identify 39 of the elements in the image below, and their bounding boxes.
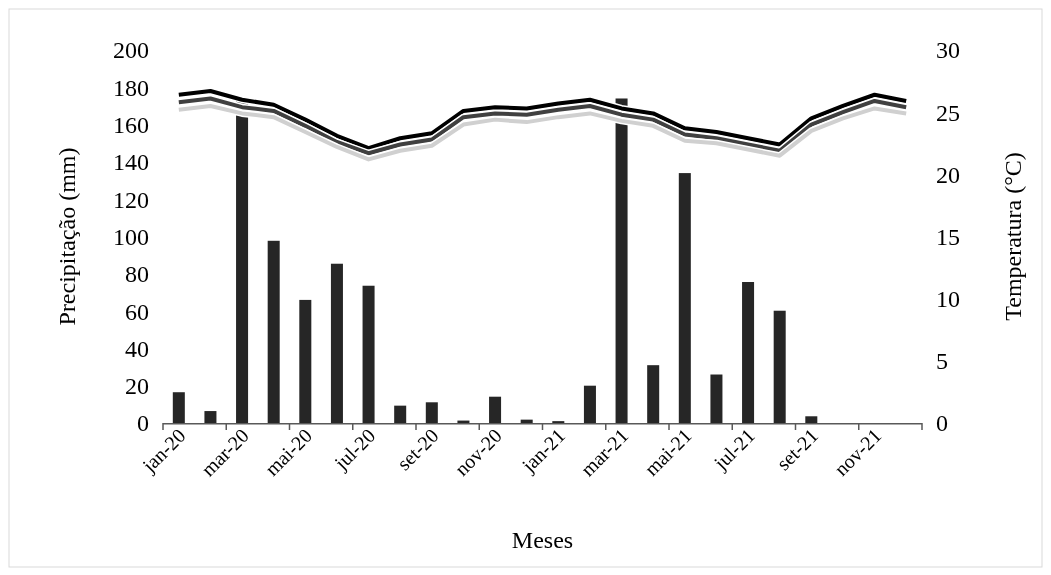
bar [489,396,502,423]
y2-tick-label: 20 [936,161,960,188]
y-tick-label: 140 [113,149,149,176]
bar [742,282,755,423]
bar [615,98,628,423]
bar [583,385,596,423]
y-tick-label: 40 [125,335,149,362]
y-tick-label: 120 [113,186,149,213]
bar [204,411,217,423]
bar [172,392,185,423]
y-tick-label: 20 [125,373,149,400]
bar [678,173,691,423]
bar [394,405,407,423]
y-tick-label: 100 [113,223,149,250]
y-tick-label: 160 [113,112,149,138]
y2-tick-label: 15 [936,223,960,250]
bar [299,299,312,423]
bar [330,263,343,423]
y2-axis-title: Temperatura (°C) [1000,152,1026,321]
y2-tick-label: 30 [936,37,960,64]
y2-tick-label: 25 [936,99,960,126]
bar [647,365,660,423]
bar [710,374,723,423]
y-axis-title: Precipitação (mm) [54,147,80,326]
y-tick-label: 200 [113,37,149,64]
bar [520,419,533,423]
bar [425,402,438,423]
y-tick-label: 80 [125,261,149,288]
y2-tick-label: 5 [936,348,948,375]
bar [805,416,818,423]
y2-tick-label: 0 [936,410,948,437]
y-tick-label: 60 [125,298,149,325]
y2-tick-label: 10 [936,286,960,313]
y-tick-label: 180 [113,74,149,101]
bar [267,240,280,423]
bar [362,285,375,423]
bar [773,310,786,423]
x-axis-title: Meses [511,527,574,553]
y-tick-label: 0 [137,410,149,437]
